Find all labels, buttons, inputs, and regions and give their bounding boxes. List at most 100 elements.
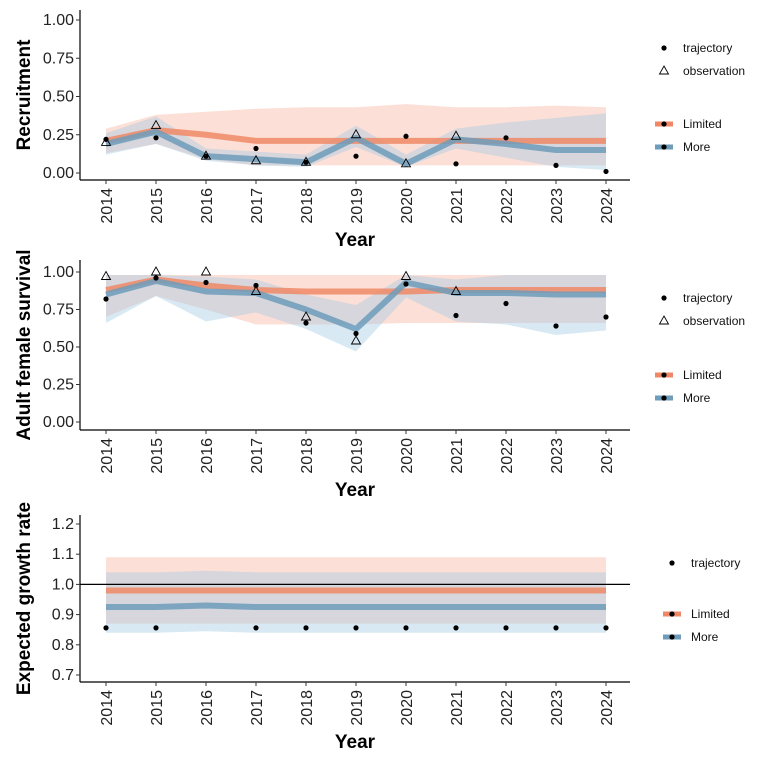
legend-more-dot	[669, 634, 675, 640]
observation-point	[200, 266, 212, 276]
ribbon-more	[106, 570, 606, 633]
trajectory-point	[403, 281, 409, 287]
trajectory-point	[353, 625, 359, 631]
y-tick-label: 0.8	[52, 637, 74, 654]
x-tick-label: 2023	[549, 188, 566, 224]
x-tick-label: 2022	[499, 438, 516, 474]
legend-limited-dot	[661, 372, 667, 378]
trajectory-point	[103, 625, 109, 631]
trajectory-point	[453, 625, 459, 631]
legend-label-more: More	[683, 391, 711, 405]
x-tick-label: 2014	[99, 438, 116, 474]
x-tick-label: 2020	[399, 188, 416, 224]
legend-limited-dot	[661, 121, 667, 127]
y-tick-label: 1.00	[43, 264, 74, 281]
ribbon-limited	[106, 104, 606, 166]
observation-point	[200, 150, 212, 160]
trajectory-point	[253, 145, 259, 152]
y-tick-label: 0.75	[43, 302, 74, 319]
trajectory-point	[603, 168, 609, 175]
legend-trajectory-key	[661, 45, 667, 51]
x-tick-label: 2019	[349, 438, 366, 474]
x-tick-label: 2015	[149, 438, 166, 474]
y-tick-label: 1.1	[52, 546, 74, 563]
y-axis-title: Recruitment	[14, 39, 35, 151]
x-tick-label: 2016	[199, 690, 216, 726]
legend-label-limited: Limited	[683, 368, 722, 382]
x-tick-label: 2024	[599, 438, 616, 474]
legend: trajectory Limited More	[663, 556, 740, 644]
legend: trajectory observation Limited More	[655, 291, 745, 405]
x-tick-label: 2023	[549, 438, 566, 474]
x-tick-label: 2021	[449, 690, 466, 726]
observation-point	[350, 335, 362, 345]
y-tick-label: 0.50	[43, 339, 74, 356]
y-tick-label: 1.00	[43, 12, 74, 29]
trajectory-point	[103, 136, 109, 142]
trajectory-point	[553, 625, 559, 631]
x-tick-label: 2019	[349, 690, 366, 726]
line-more	[106, 602, 606, 611]
y-tick-label: 1.2	[52, 516, 74, 533]
trajectory-point	[403, 625, 409, 631]
legend-observation-key	[658, 65, 670, 75]
y-tick-label: 0.00	[43, 165, 74, 182]
y-tick-label: 0.25	[43, 127, 74, 144]
x-tick-label: 2020	[399, 438, 416, 474]
observation-point	[450, 130, 462, 140]
legend-label-more: More	[691, 630, 719, 644]
line-more	[105, 278, 606, 332]
trajectory-point	[253, 625, 259, 631]
trajectory-point	[403, 133, 409, 139]
panel-2: 0.00 0.25 0.50 0.75 1.00 2014 2015 2016 2017 2018…	[14, 249, 745, 501]
trajectory-point	[303, 320, 309, 326]
trajectory-point	[553, 162, 559, 168]
x-tick-label: 2024	[599, 188, 616, 224]
legend-observation-key	[658, 315, 670, 325]
observation-point	[300, 156, 312, 166]
observation-point	[100, 270, 112, 280]
panel-1: 0.00 0.25 0.50 0.75 1.00 2014 2015 2016 2017 2018…	[14, 10, 745, 251]
y-tick-label: 0.7	[52, 667, 74, 684]
x-tick-label: 2015	[149, 690, 166, 726]
observation-point	[250, 154, 262, 165]
trajectory-point	[253, 282, 259, 289]
observation-point	[450, 285, 462, 295]
legend-label-trajectory: trajectory	[683, 41, 732, 55]
y-tick-label: 0.75	[43, 50, 74, 67]
x-tick-label: 2015	[149, 188, 166, 224]
observation-point	[150, 119, 162, 130]
x-tick-label: 2016	[199, 438, 216, 474]
trajectory-point	[153, 135, 159, 141]
x-tick-label: 2020	[399, 690, 416, 726]
x-tick-label: 2014	[99, 188, 116, 224]
observation-point	[300, 311, 312, 321]
x-tick-label: 2021	[449, 188, 466, 224]
trajectory-point	[503, 135, 509, 141]
trajectory-point	[603, 314, 609, 320]
trajectory-point	[453, 312, 459, 319]
x-tick-label: 2018	[299, 188, 316, 224]
y-tick-label: 0.50	[43, 89, 74, 106]
panel-3: 0.7 0.8 0.9 1.0 1.1 1.2 2014 2015 2016 2017 2018 20…	[14, 502, 740, 753]
y-axis-title: Expected growth rate	[14, 502, 35, 695]
trajectory-point	[103, 296, 109, 302]
trajectory-point	[553, 323, 559, 329]
observation-point	[400, 157, 412, 168]
legend-more-dot	[661, 395, 667, 401]
trajectory-point	[203, 279, 209, 286]
x-tick-label: 2016	[199, 188, 216, 224]
trajectory-point	[503, 625, 509, 631]
observation-point	[250, 285, 262, 295]
observation-point	[150, 266, 162, 276]
trajectory-point	[303, 625, 309, 631]
x-tick-label: 2018	[299, 690, 316, 726]
x-tick-label: 2017	[249, 188, 266, 224]
x-tick-label: 2023	[549, 690, 566, 726]
x-tick-label: 2017	[249, 438, 266, 474]
y-tick-label: 0.25	[43, 377, 74, 394]
legend-label-observation: observation	[683, 64, 745, 78]
trajectory-point	[353, 153, 359, 159]
x-axis-title: Year	[335, 230, 376, 251]
